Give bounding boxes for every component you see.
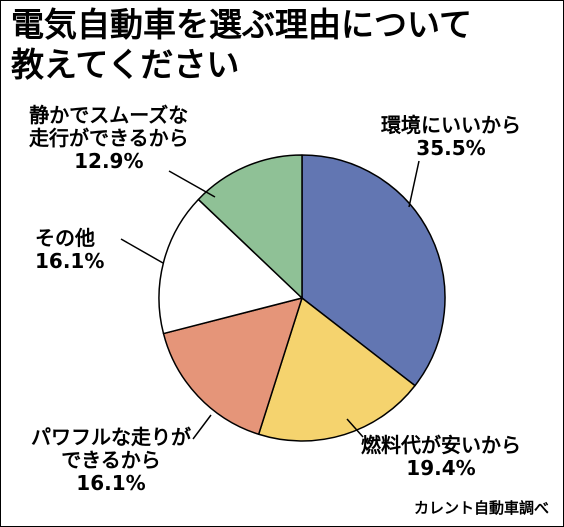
leader-environment <box>408 160 420 208</box>
pie-slice-powerful <box>162 297 303 436</box>
slice-label-powerful-line-1: パワフルな走りが <box>31 425 191 449</box>
slice-value-other: 16.1% <box>35 249 105 273</box>
pie-slice-environment <box>301 154 446 387</box>
pie-slice-fuel-cost <box>257 297 416 442</box>
slice-value-powerful: 16.1% <box>76 471 146 495</box>
chart-title-line-2: 教えてください <box>11 45 240 84</box>
pie-slice-other <box>158 198 303 335</box>
slice-label-quiet-line-1: 静かでスムーズな <box>29 103 189 127</box>
leader-quiet <box>168 170 216 198</box>
slice-value-fuel-cost: 19.4% <box>406 456 476 480</box>
slice-label-other: その他 16.1% <box>35 227 104 273</box>
slice-label-powerful: パワフルな走りが できるから 16.1% <box>31 426 191 495</box>
leader-other <box>120 238 164 264</box>
slice-label-fuel-cost: 燃料代が安いから 19.4% <box>361 434 521 480</box>
leader-fuel-cost <box>346 418 364 438</box>
source-note: カレント自動車調べ <box>413 499 549 517</box>
leader-powerful <box>192 414 212 440</box>
slice-label-quiet: 静かでスムーズな 走行ができるから 12.9% <box>29 104 189 173</box>
slice-label-quiet-line-2: 走行ができるから <box>29 126 189 150</box>
slice-label-environment: 環境にいいから 35.5% <box>381 114 521 160</box>
slice-value-environment: 35.5% <box>416 136 486 160</box>
chart-title-line-1: 電気自動車を選ぶ理由について <box>11 5 473 44</box>
slice-value-quiet: 12.9% <box>74 149 144 173</box>
slice-label-fuel-cost-text: 燃料代が安いから <box>361 433 521 457</box>
slice-label-powerful-line-2: できるから <box>61 448 161 472</box>
slice-label-environment-text: 環境にいいから <box>381 113 521 137</box>
pie-slice-quiet <box>197 154 303 299</box>
slice-label-other-text: その他 <box>35 226 95 250</box>
